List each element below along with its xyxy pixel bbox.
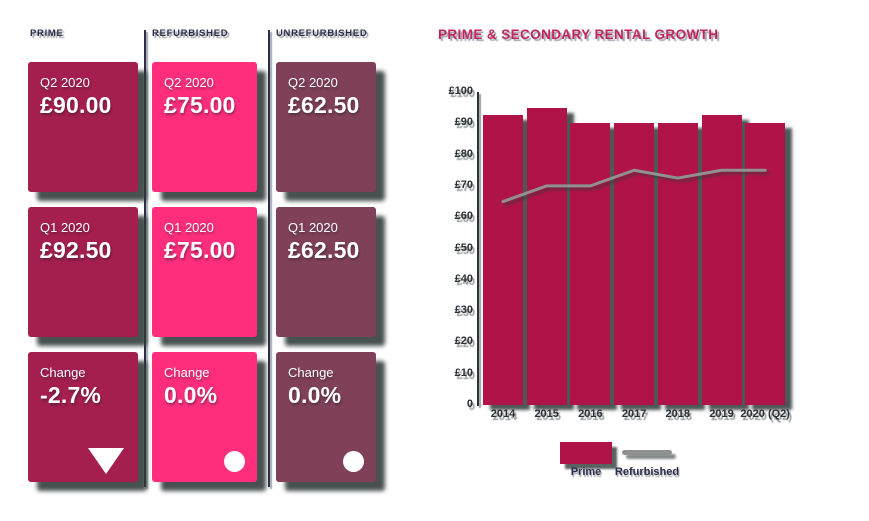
kpi-card-value: 0.0% <box>164 382 218 408</box>
kpi-card-value: 0.0% <box>288 382 342 408</box>
kpi-card-value: £75.00 <box>164 237 236 263</box>
kpi-card-value: £62.50 <box>288 237 360 263</box>
y-axis-label: £80 <box>454 147 473 160</box>
prime-bar-swatch[interactable] <box>560 442 612 464</box>
kpi-card-prime-change[interactable]: Change -2.7% <box>28 352 138 482</box>
kpi-card-unrefurbished-change[interactable]: Change 0.0% <box>276 352 376 482</box>
refurbished-line-swatch[interactable] <box>622 450 672 455</box>
y-axis-label: 0 <box>466 398 473 410</box>
chart-bar-2017[interactable] <box>614 123 655 405</box>
x-axis-label: 2014 <box>490 408 516 420</box>
x-axis-label: 2019 <box>709 408 734 420</box>
kpi-card-prime-q1-2020[interactable]: Q1 2020 £92.50 <box>28 207 138 337</box>
legend-label-refurbished[interactable]: Refurbished <box>614 466 680 478</box>
y-axis-label: £90 <box>454 116 473 129</box>
y-axis-label: £20 <box>454 335 473 348</box>
kpi-card-unrefurbished-q2-2020[interactable]: Q2 2020 £62.50 <box>276 62 376 192</box>
chart-bar-2020 (Q2)[interactable] <box>745 123 786 405</box>
kpi-card-value: £75.00 <box>164 92 236 118</box>
chart-bar-2015[interactable] <box>526 107 567 405</box>
kpi-card-label: Q2 2020 <box>288 75 338 90</box>
kpi-card-value: £92.50 <box>40 237 112 263</box>
down-arrow-icon <box>88 448 124 474</box>
kpi-card-label: Change <box>288 365 334 380</box>
kpi-card-label: Q1 2020 <box>40 220 90 235</box>
x-axis-label: 2017 <box>621 408 647 420</box>
y-axis-label: £60 <box>454 210 473 223</box>
x-axis-label: 2015 <box>534 408 559 420</box>
kpi-card-refurbished-q1-2020[interactable]: Q1 2020 £75.00 <box>152 207 257 337</box>
column-unrefurbished: UNREFURBISHED Q2 2020 £62.50 Q1 2020 £62.50 C… <box>276 28 376 488</box>
column-refurbished: REFURBISHED Q2 2020 £75.00 Q1 2020 £75.00 Cha… <box>152 28 257 488</box>
kpi-card-value: -2.7% <box>40 382 102 408</box>
y-axis-label: £100 <box>448 85 473 97</box>
column-header: REFURBISHED <box>152 28 229 39</box>
chart-bar-2018[interactable] <box>657 123 698 405</box>
y-axis-label: £50 <box>454 241 473 254</box>
y-axis-line <box>477 92 479 406</box>
kpi-card-label: Q2 2020 <box>164 75 214 90</box>
x-axis-label: 2018 <box>665 408 691 420</box>
column-divider <box>268 30 270 487</box>
chart-bar-2014[interactable] <box>483 115 523 405</box>
kpi-card-refurbished-q2-2020[interactable]: Q2 2020 £75.00 <box>152 62 257 192</box>
chart-title: PRIME & SECONDARY RENTAL GROWTH <box>438 27 719 42</box>
legend-label-prime[interactable]: Prime <box>570 466 602 478</box>
kpi-card-unrefurbished-q1-2020[interactable]: Q1 2020 £62.50 <box>276 207 376 337</box>
kpi-card-label: Change <box>164 365 210 380</box>
kpi-card-value: £62.50 <box>288 92 360 118</box>
column-header: PRIME <box>30 28 64 39</box>
kpi-card-label: Change <box>40 365 86 380</box>
column-divider <box>144 30 146 487</box>
chart-bar-2019[interactable] <box>701 115 742 405</box>
kpi-card-refurbished-change[interactable]: Change 0.0% <box>152 352 257 482</box>
chart-plot <box>478 92 790 405</box>
kpi-card-prime-q2-2020[interactable]: Q2 2020 £90.00 <box>28 62 138 192</box>
column-header: UNREFURBISHED <box>276 28 368 39</box>
kpi-card-label: Q2 2020 <box>40 75 90 90</box>
kpi-card-value: £90.00 <box>40 92 112 118</box>
kpi-card-label: Q1 2020 <box>164 220 214 235</box>
y-axis-label: £70 <box>454 178 473 191</box>
dot-icon <box>224 451 245 472</box>
dot-icon <box>343 451 364 472</box>
y-axis-label: £30 <box>454 304 473 317</box>
y-axis-label: £40 <box>454 272 473 285</box>
x-axis-label: 2020 (Q2) <box>740 408 790 420</box>
y-axis-label: £10 <box>454 366 473 379</box>
x-axis-label: 2016 <box>578 408 603 420</box>
kpi-card-label: Q1 2020 <box>288 220 338 235</box>
column-prime: PRIME Q2 2020 £90.00 Q1 2020 £92.50 Change -2.… <box>28 28 138 488</box>
chart-bar-2016[interactable] <box>570 123 611 405</box>
